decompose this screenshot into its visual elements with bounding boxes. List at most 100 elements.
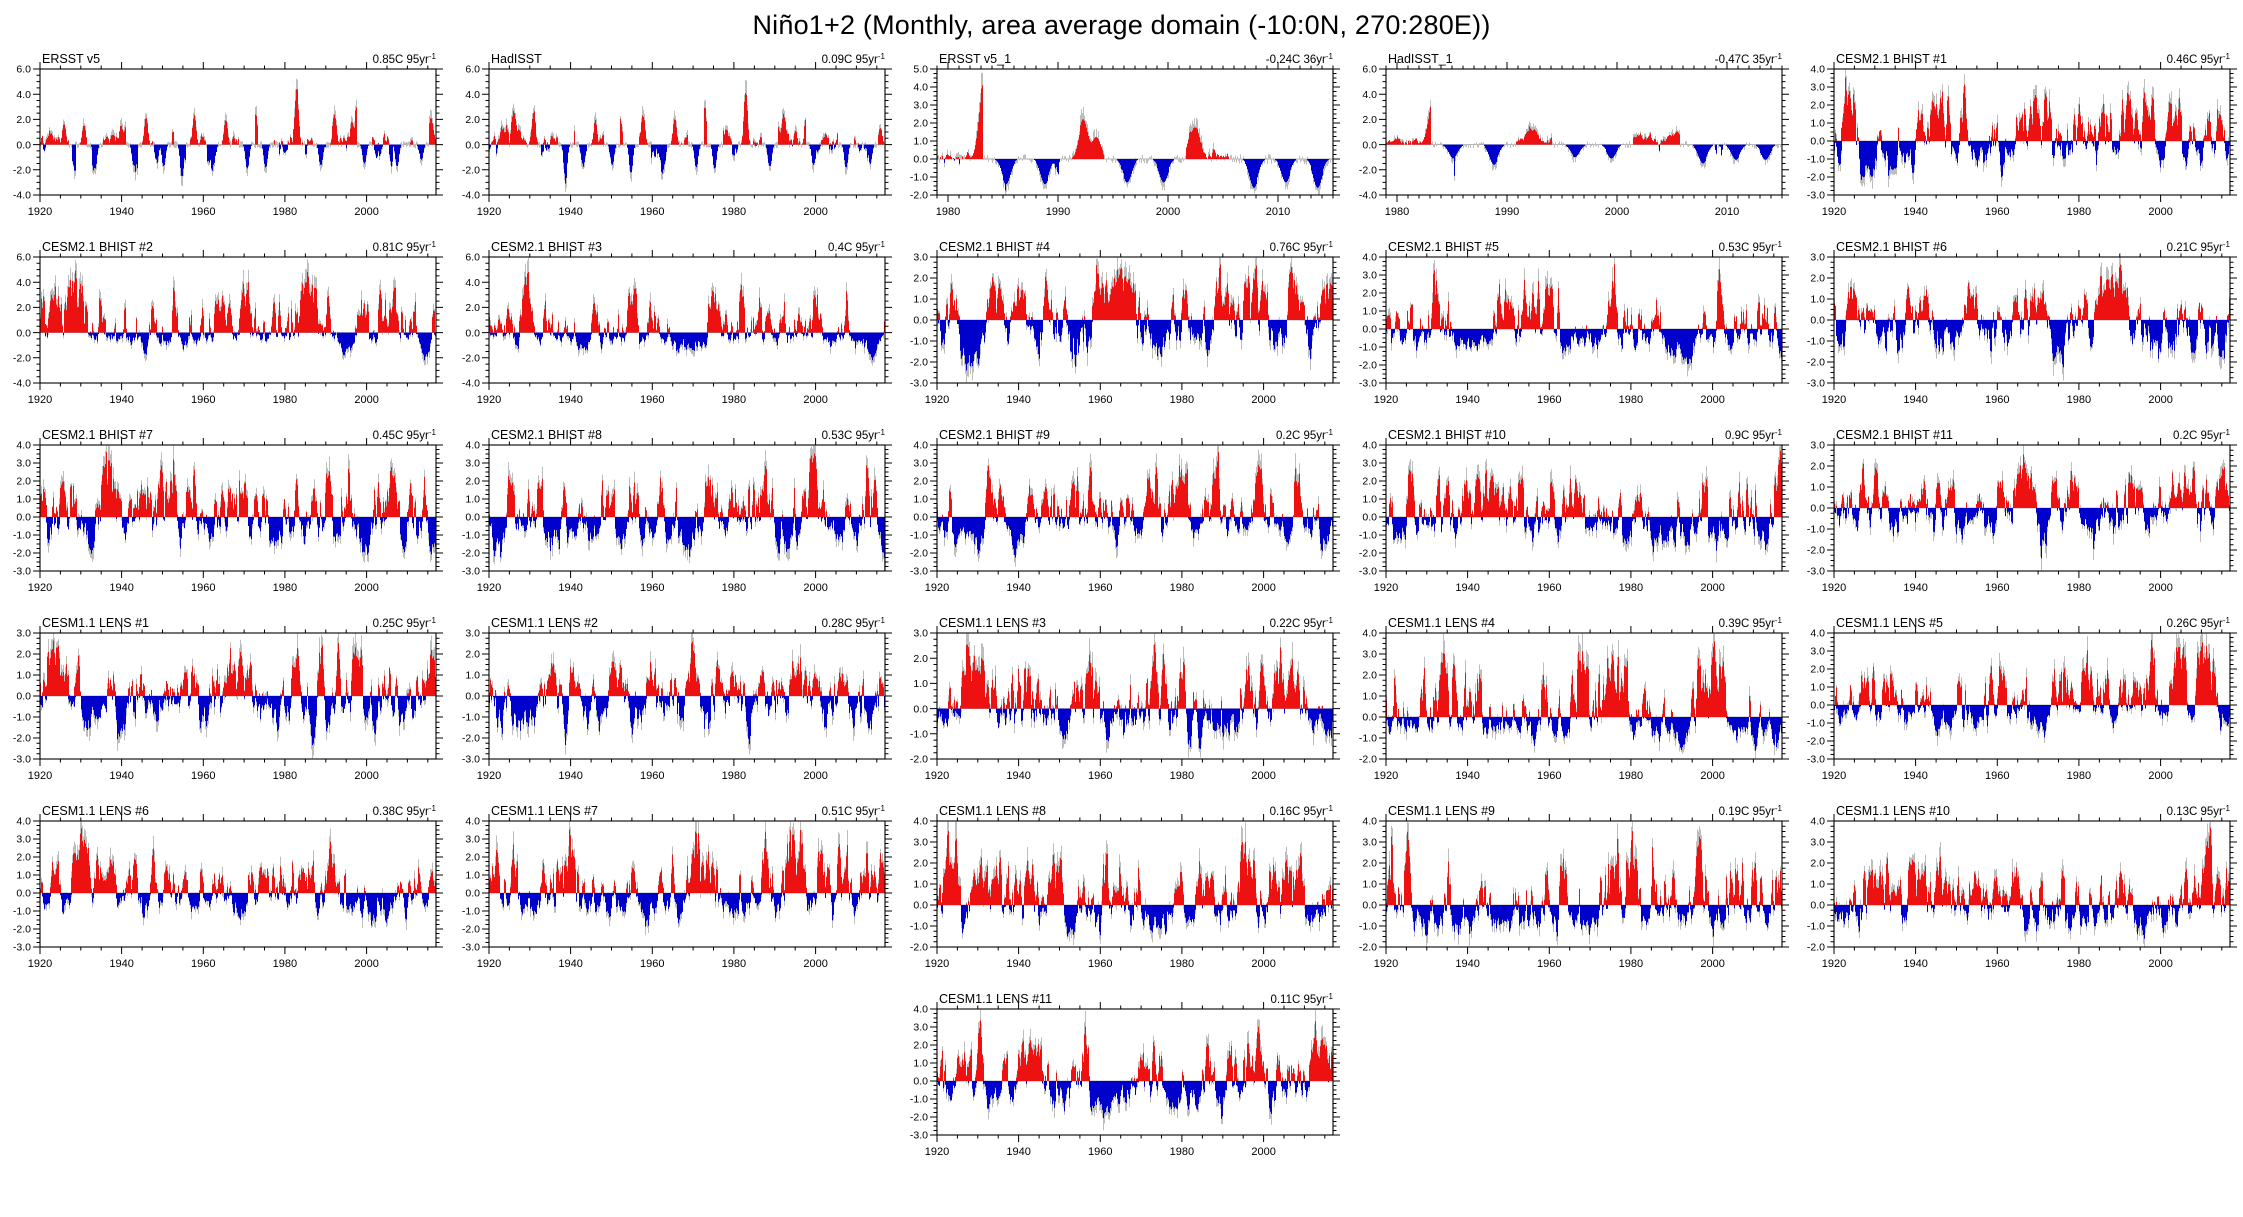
y-tick-label: 1.0 — [914, 1058, 929, 1070]
x-tick-label: 1960 — [1985, 206, 2009, 218]
chart-title: HadISST_1 — [1388, 53, 1453, 66]
chart-panel: -2.0 -1.0 0.0 1.0 2.0 3.0 4.0 1920 1940 1960 1980 2… — [1346, 805, 1795, 989]
y-tick-label: 0.0 — [465, 327, 480, 339]
plot-frame — [936, 68, 1334, 196]
x-tick-label: 2000 — [1252, 1146, 1276, 1158]
trend-exponent: -1 — [429, 241, 437, 249]
negative-anomaly-series — [489, 332, 884, 361]
y-tick-label: 0.0 — [465, 888, 480, 900]
x-tick-label: 1940 — [1904, 206, 1928, 218]
x-tick-label: 1920 — [925, 958, 949, 970]
axis-ticks — [1378, 814, 1789, 954]
trend-label: 0.25C 95yr-1 — [373, 617, 437, 630]
plot-svg: -3.0 -2.0 -1.0 0.0 1.0 2.0 3.0 4.0 1920 1940 1960 1… — [910, 993, 1341, 1158]
x-tick-label: 1920 — [1822, 394, 1846, 406]
y-tick-label: 0.0 — [1362, 512, 1377, 524]
plot-frame — [39, 68, 437, 196]
chart-title: CESM1.1 LENS #9 — [1388, 805, 1495, 818]
monthly-envelope-series — [40, 445, 436, 563]
x-tick-label: 1940 — [109, 206, 133, 218]
y-tick-label: -2.0 — [1807, 357, 1825, 369]
positive-anomaly-series — [40, 640, 436, 696]
trend-label: 0.21C 95yr-1 — [2167, 241, 2231, 254]
chart-panel: -3.0 -2.0 -1.0 0.0 1.0 2.0 3.0 1920 1940 1960 1980… — [1794, 241, 2243, 425]
x-tick-label: 2000 — [354, 582, 378, 594]
x-tick-label: 1940 — [1455, 770, 1479, 782]
positive-anomaly-series — [40, 828, 436, 893]
y-tick-label: -4.0 — [13, 190, 31, 202]
y-tick-label: 4.0 — [16, 89, 31, 101]
x-tick-label: 2000 — [803, 958, 827, 970]
axis-ticks — [481, 626, 892, 766]
y-tick-label: 6.0 — [465, 64, 480, 76]
x-tick-label: 1920 — [925, 582, 949, 594]
y-tick-label: 2.0 — [1362, 476, 1377, 488]
y-tick-label: 0.0 — [1811, 315, 1826, 327]
y-tick-label: -2.0 — [1359, 942, 1377, 954]
negative-anomaly-series — [46, 517, 436, 555]
y-tick-label: 4.0 — [914, 816, 929, 828]
x-tick-label: 1980 — [1618, 582, 1642, 594]
trend-exponent: -1 — [429, 805, 437, 813]
y-tick-label: 3.0 — [1811, 646, 1826, 658]
chart-title: ERSST v5 — [42, 53, 100, 66]
x-tick-label: 1940 — [109, 958, 133, 970]
y-tick-label: 0.0 — [1811, 503, 1826, 515]
y-tick-label: 0.0 — [914, 512, 929, 524]
chart-title: CESM2.1 BHIST #1 — [1836, 53, 1947, 66]
chart-panel: -3.0 -2.0 -1.0 0.0 1.0 2.0 3.0 4.0 1920 1940 1960 1… — [1346, 241, 1795, 425]
axis-ticks — [1827, 62, 2238, 202]
y-tick-label: -3.0 — [910, 378, 928, 390]
x-tick-label: 2000 — [1605, 206, 1629, 218]
y-tick-label: 3.0 — [914, 252, 929, 264]
axis-ticks — [33, 814, 443, 954]
y-tick-label: -3.0 — [13, 754, 31, 766]
y-tick-label: 2.0 — [1811, 100, 1826, 112]
x-tick-label: 1980 — [1618, 394, 1642, 406]
x-tick-label: 1960 — [1537, 582, 1561, 594]
y-tick-label: 4.0 — [16, 816, 31, 828]
y-tick-label: -1.0 — [1807, 921, 1825, 933]
x-tick-label: 1990 — [1495, 206, 1519, 218]
y-tick-label: -2.0 — [910, 548, 928, 560]
y-tick-label: -2.0 — [910, 190, 928, 202]
x-tick-label: 1960 — [640, 958, 664, 970]
y-tick-label: 2.0 — [1362, 670, 1377, 682]
chart-panel: -3.0 -2.0 -1.0 0.0 1.0 2.0 3.0 4.0 1920 1940 1960 1… — [897, 993, 1346, 1177]
chart-panel: -3.0 -2.0 -1.0 0.0 1.0 2.0 3.0 4.0 1920 1940 1960 1… — [1794, 53, 2243, 237]
y-tick-label: 0.0 — [16, 327, 31, 339]
trend-label: 0.53C 95yr-1 — [1718, 241, 1782, 254]
y-tick-label: -3.0 — [13, 566, 31, 578]
x-tick-label: 1920 — [925, 1146, 949, 1158]
trend-label: 0.46C 95yr-1 — [2167, 53, 2231, 66]
trend-exponent: -1 — [2223, 617, 2231, 625]
monthly-envelope-series — [937, 1009, 1334, 1131]
chart-panel: -4.0 -2.0 0.0 2.0 4.0 6.0 1920 1940 1960 1980 2000… — [449, 241, 898, 425]
y-tick-label: -1.0 — [13, 906, 31, 918]
y-tick-label: -2.0 — [1359, 164, 1377, 176]
y-tick-label: -3.0 — [1359, 566, 1377, 578]
y-tick-label: -4.0 — [462, 378, 480, 390]
x-tick-label: 2000 — [1700, 582, 1724, 594]
y-tick-label: 3.0 — [465, 628, 480, 640]
y-tick-label: 4.0 — [465, 816, 480, 828]
chart-title: CESM1.1 LENS #6 — [42, 805, 149, 818]
chart-panel: -2.0 -1.0 0.0 1.0 2.0 3.0 1920 1940 1960 1980 2000… — [897, 617, 1346, 801]
y-tick-label: -2.0 — [462, 352, 480, 364]
y-tick-label: -4.0 — [1359, 190, 1377, 202]
negative-anomaly-series — [43, 144, 425, 176]
y-tick-label: 4.0 — [914, 1004, 929, 1016]
chart-panel: -2.0 -1.0 0.0 1.0 2.0 3.0 4.0 1920 1940 1960 1980 2… — [1346, 617, 1795, 801]
plot-svg: -2.0 -1.0 0.0 1.0 2.0 3.0 4.0 1920 1940 1960 1980 2… — [1807, 805, 2238, 970]
y-tick-label: 2.0 — [1811, 273, 1826, 285]
trend-exponent: -1 — [1775, 617, 1783, 625]
trend-exponent: -1 — [2223, 805, 2231, 813]
y-tick-label: 3.0 — [1811, 440, 1826, 452]
y-tick-label: 4.0 — [1362, 816, 1377, 828]
y-tick-label: 5.0 — [914, 64, 929, 76]
y-tick-label: 0.0 — [465, 139, 480, 151]
x-tick-label: 1990 — [1046, 206, 1070, 218]
axis-ticks — [481, 814, 892, 954]
chart-panel: -3.0 -2.0 -1.0 0.0 1.0 2.0 3.0 1920 1940 1960 1980… — [897, 241, 1346, 425]
plot-svg: -4.0 -2.0 0.0 2.0 4.0 6.0 1920 1940 1960 1980 2000… — [462, 53, 892, 218]
